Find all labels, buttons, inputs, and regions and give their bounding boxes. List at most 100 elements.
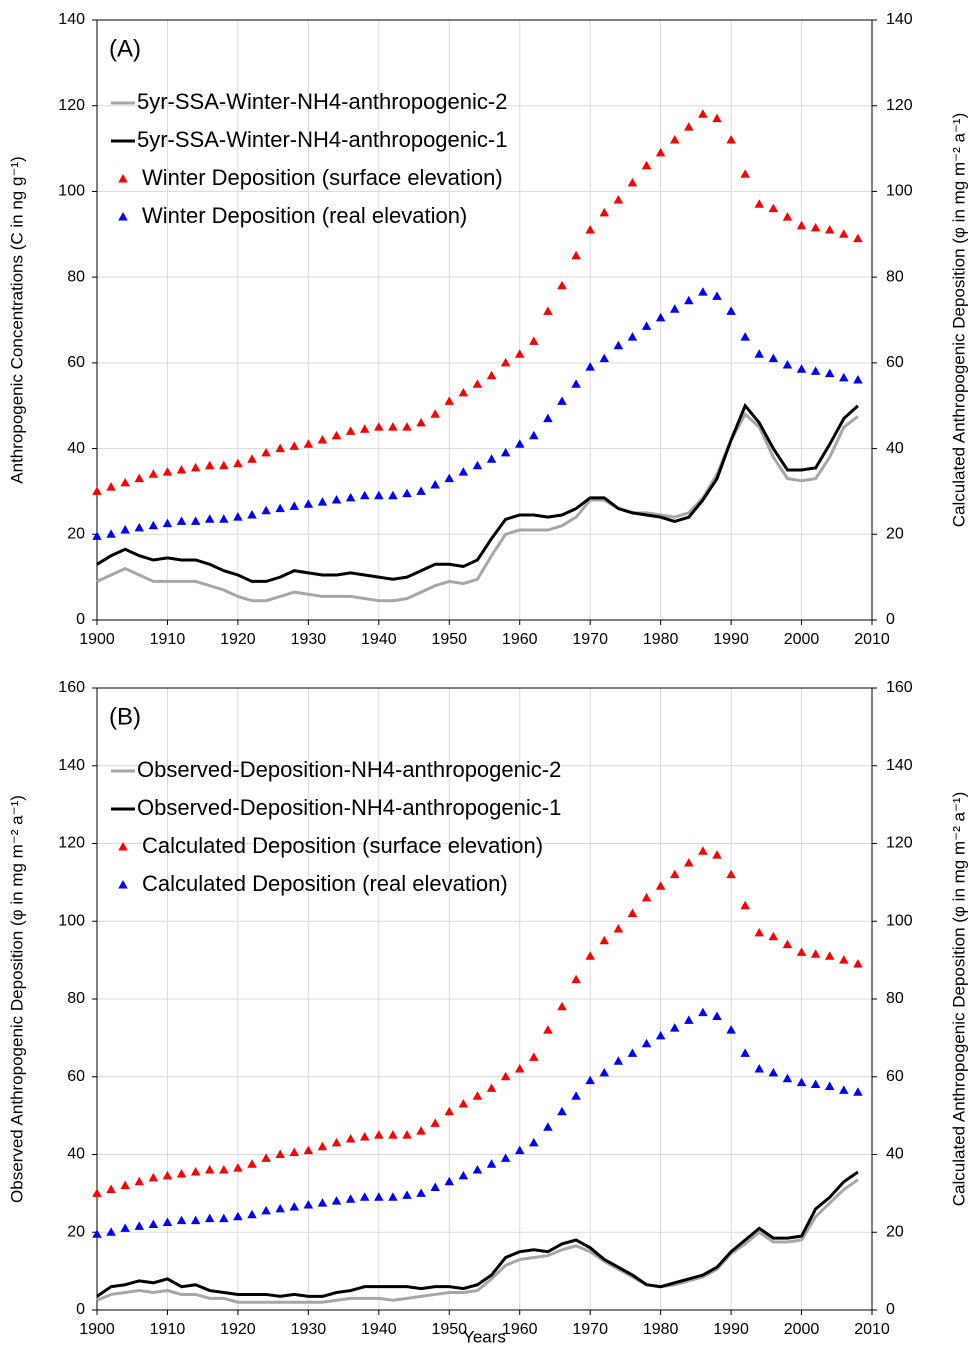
triangle-marker xyxy=(768,203,779,213)
triangle-marker xyxy=(219,1213,229,1223)
y2-tick-label: 20 xyxy=(886,1223,904,1240)
triangle-marker xyxy=(543,413,553,423)
triangle-marker xyxy=(853,233,863,243)
triangle-marker xyxy=(261,1153,271,1162)
legend-swatch xyxy=(118,212,128,221)
triangle-marker xyxy=(402,1190,412,1199)
triangle-marker xyxy=(557,280,567,290)
triangle-marker xyxy=(430,1182,440,1192)
triangle-marker xyxy=(233,1163,243,1172)
triangle-marker xyxy=(458,467,469,476)
triangle-marker xyxy=(726,135,736,144)
x-tick-label: 1930 xyxy=(291,1321,327,1338)
triangle-marker xyxy=(289,501,300,510)
triangle-marker xyxy=(120,1180,130,1190)
triangle-marker xyxy=(655,147,666,157)
triangle-marker xyxy=(782,212,793,221)
triangle-marker xyxy=(613,195,624,204)
triangle-marker xyxy=(331,495,342,504)
triangle-marker xyxy=(529,1137,539,1147)
triangle-marker xyxy=(839,229,849,238)
triangle-marker xyxy=(317,1141,328,1151)
triangle-marker xyxy=(585,951,595,960)
triangle-marker xyxy=(726,306,736,315)
y2-tick-label: 120 xyxy=(886,97,913,114)
triangle-marker xyxy=(247,1209,257,1219)
triangle-marker xyxy=(472,460,483,470)
triangle-marker xyxy=(430,480,440,489)
triangle-marker xyxy=(289,1147,300,1157)
triangle-marker xyxy=(712,291,722,300)
triangle-marker xyxy=(853,375,863,384)
triangle-marker xyxy=(261,1205,271,1215)
triangle-marker xyxy=(599,353,610,363)
triangle-marker xyxy=(275,503,285,513)
triangle-marker xyxy=(345,1194,356,1203)
triangle-marker xyxy=(416,417,426,427)
y-tick-label: 20 xyxy=(67,1223,85,1240)
y-tick-label: 20 xyxy=(67,526,85,543)
triangle-marker xyxy=(134,1221,145,1230)
triangle-marker xyxy=(233,458,243,468)
triangle-marker xyxy=(599,1067,610,1077)
triangle-marker xyxy=(204,514,215,523)
triangle-marker xyxy=(796,1077,807,1087)
x-tick-label: 2010 xyxy=(854,631,890,648)
triangle-marker xyxy=(712,1011,722,1020)
series-line xyxy=(96,402,859,583)
triangle-marker xyxy=(345,426,356,435)
triangle-marker xyxy=(275,1203,285,1213)
triangle-marker xyxy=(190,516,201,525)
triangle-marker xyxy=(120,477,130,487)
triangle-marker xyxy=(148,1219,159,1228)
triangle-marker xyxy=(219,460,229,470)
plot-frame xyxy=(96,19,873,621)
y2-tick-label: 140 xyxy=(886,757,913,774)
triangle-marker xyxy=(388,1192,398,1201)
y-tick-label: 100 xyxy=(58,912,85,929)
triangle-marker xyxy=(106,1227,116,1236)
triangle-marker xyxy=(684,1015,694,1024)
legend-swatch xyxy=(118,842,128,851)
y2-tick-label: 160 xyxy=(886,679,913,696)
x-tick-label: 1980 xyxy=(643,1321,679,1338)
triangle-marker xyxy=(374,1192,384,1201)
x-tick-label: 1980 xyxy=(643,631,679,648)
triangle-marker xyxy=(289,1201,300,1211)
triangle-marker xyxy=(416,1126,426,1135)
triangle-marker xyxy=(176,1168,187,1178)
triangle-marker xyxy=(458,1170,469,1180)
triangle-marker xyxy=(740,1048,750,1057)
x-tick-label: 1990 xyxy=(713,1321,749,1338)
triangle-marker xyxy=(627,177,638,187)
triangle-marker xyxy=(824,1081,835,1090)
x-tick-label: 1960 xyxy=(502,631,538,648)
series-line xyxy=(96,411,859,603)
triangle-marker xyxy=(359,1132,370,1141)
triangle-marker xyxy=(669,869,680,879)
triangle-marker xyxy=(388,422,398,431)
triangle-marker xyxy=(359,1192,370,1201)
x-tick-label: 1900 xyxy=(79,1321,115,1338)
triangle-marker xyxy=(233,1211,243,1221)
triangle-marker xyxy=(148,1172,159,1182)
x-tick-label: 1950 xyxy=(431,1321,467,1338)
triangle-marker xyxy=(684,295,694,305)
triangle-marker xyxy=(839,955,849,964)
triangle-marker xyxy=(698,109,708,118)
x-tick-label: 1940 xyxy=(361,1321,397,1338)
triangle-marker xyxy=(824,951,835,960)
y2-tick-label: 80 xyxy=(886,990,904,1007)
triangle-marker xyxy=(543,1025,553,1034)
y2-tick-label: 100 xyxy=(886,183,913,200)
triangle-marker xyxy=(317,435,328,444)
panel-label: (B) xyxy=(109,703,141,730)
triangle-marker xyxy=(655,881,666,890)
triangle-marker xyxy=(374,422,384,431)
triangle-marker xyxy=(810,366,821,375)
triangle-marker xyxy=(839,1085,849,1094)
triangle-marker xyxy=(853,1087,863,1096)
triangle-marker xyxy=(430,1118,440,1127)
triangle-marker xyxy=(754,1063,765,1073)
